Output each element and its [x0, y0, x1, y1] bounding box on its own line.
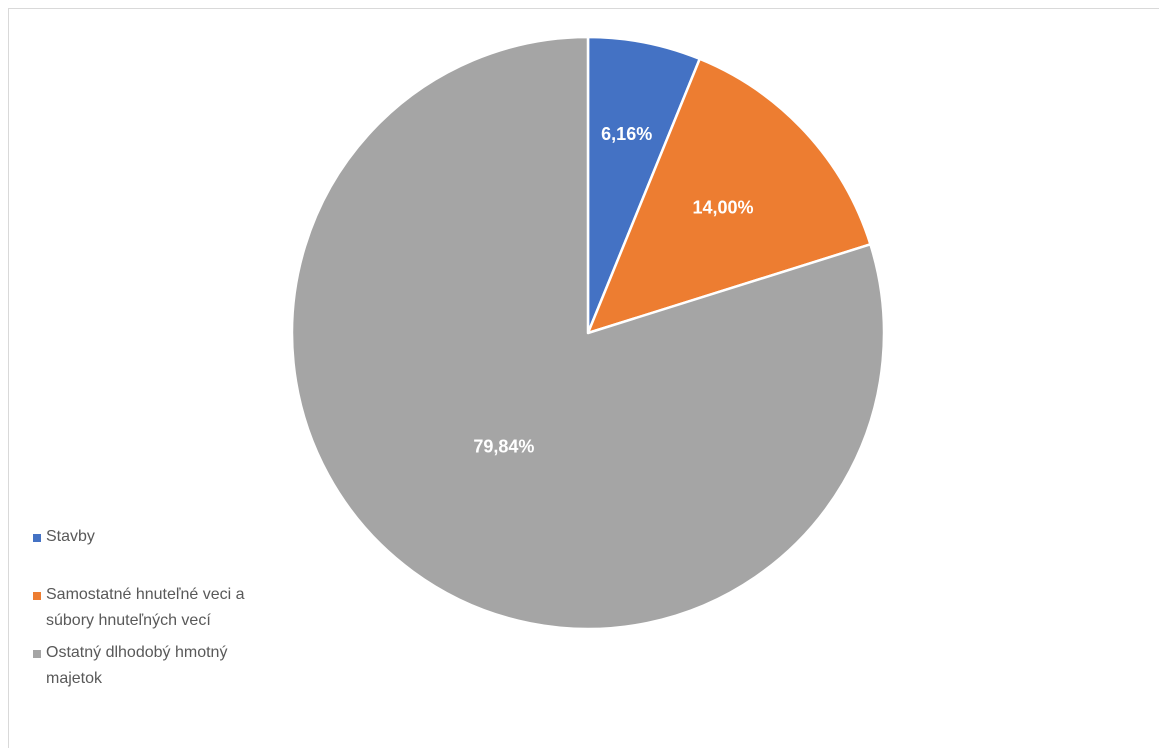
- legend-swatch-ostatny-majetok: [33, 650, 41, 658]
- legend-item-samostatne-hnutelne-veci[interactable]: Samostatné hnuteľné veci a súbory hnuteľ…: [30, 582, 350, 634]
- legend-item-stavby[interactable]: Stavby: [30, 524, 350, 550]
- legend-label-samostatne-line1: Samostatné hnuteľné veci a: [46, 586, 245, 603]
- pie-slices: [290, 35, 886, 631]
- pie-slice-1[interactable]: [586, 57, 872, 335]
- legend-label-ostatny-line1: Ostatný dlhodobý hmotný: [46, 644, 228, 661]
- pie-data-labels: 6,16% 14,00% 79,84%: [473, 124, 753, 456]
- legend: Stavby Samostatné hnuteľné veci a súbory…: [30, 524, 350, 698]
- pie-data-label-1: 14,00%: [693, 197, 754, 217]
- legend-item-ostatny-majetok[interactable]: Ostatný dlhodobý hmotný majetok: [30, 640, 350, 692]
- pie-data-label-2: 79,84%: [473, 436, 534, 456]
- pie-slice-2[interactable]: [290, 35, 886, 631]
- legend-label-stavby: Stavby: [46, 528, 95, 545]
- chart-area: [8, 8, 1159, 748]
- legend-label-samostatne-line2: súbory hnuteľných vecí: [46, 612, 211, 629]
- legend-swatch-samostatne-hnutelne-veci: [33, 592, 41, 600]
- legend-label-ostatny-line2: majetok: [46, 670, 103, 687]
- pie-data-label-0: 6,16%: [601, 124, 652, 144]
- legend-swatch-stavby: [33, 534, 41, 542]
